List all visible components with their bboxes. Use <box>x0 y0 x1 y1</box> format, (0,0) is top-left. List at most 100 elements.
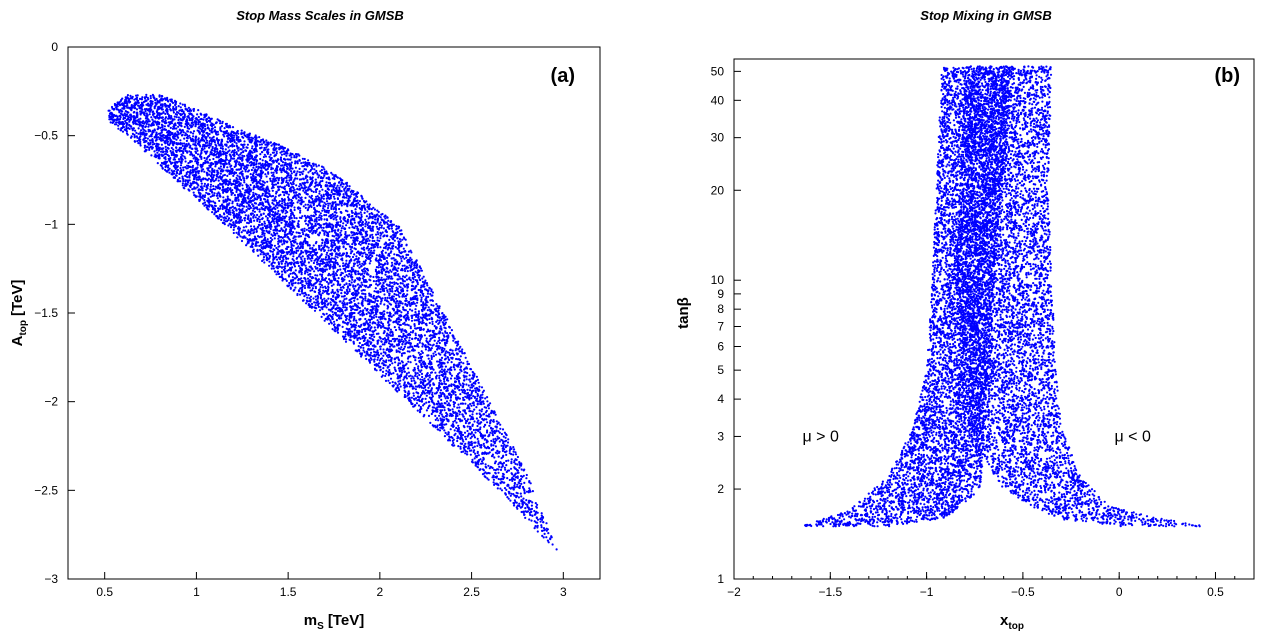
panel-a-point <box>173 156 176 159</box>
panel-a-point <box>423 413 426 417</box>
panel-a-point <box>320 168 323 172</box>
panel-a-point <box>398 382 401 385</box>
panel-a-point <box>261 151 264 154</box>
panel-a-point <box>475 397 479 400</box>
panel-a-point <box>246 196 249 199</box>
panel-a-point <box>302 178 305 181</box>
panel-a-point <box>497 471 500 474</box>
panel-a-point <box>496 435 499 438</box>
panel-a-point <box>375 315 378 318</box>
panel-a-point <box>426 373 429 376</box>
panel-a-point <box>241 184 244 187</box>
panel-a-point <box>307 171 310 174</box>
panel-a-point <box>243 181 246 184</box>
panel-a-point <box>318 218 321 221</box>
panel-a-point <box>314 224 317 227</box>
panel-a-point <box>378 258 381 261</box>
panel-a-point <box>317 176 320 179</box>
panel-a-point <box>493 468 496 471</box>
panel-a-point <box>351 278 354 281</box>
panel-a-point <box>202 118 205 121</box>
panel-a-point <box>325 253 328 256</box>
panel-a-point <box>456 365 460 368</box>
panel-a-point <box>439 391 442 394</box>
panel-a-point <box>516 492 519 495</box>
panel-a-point <box>358 220 362 223</box>
panel-a-point <box>397 358 400 361</box>
panel-a-point <box>280 150 284 153</box>
panel-a-point <box>151 143 154 146</box>
panel-a-point <box>316 173 319 176</box>
panel-a-point <box>429 383 432 386</box>
panel-a-point <box>160 147 163 150</box>
panel-a-point <box>169 126 172 129</box>
panel-a-point <box>437 400 440 403</box>
panel-a-point <box>473 396 477 399</box>
panel-a-point <box>300 186 303 189</box>
panel-a-point <box>388 317 391 320</box>
panel-a-point <box>418 341 421 344</box>
panel-a-point <box>203 147 206 150</box>
panel-a-point <box>428 308 431 311</box>
panel-a-point <box>307 186 310 189</box>
panel-a-point <box>292 259 295 262</box>
panel-a-point <box>303 191 306 194</box>
panel-a-point <box>271 234 274 237</box>
panel-a-point <box>194 117 197 120</box>
panel-a-point <box>439 389 443 392</box>
panel-a-point <box>312 261 315 265</box>
panel-a-point <box>449 399 452 402</box>
panel-a-point <box>222 199 225 202</box>
panel-a-point <box>206 123 209 127</box>
panel-a-point <box>451 349 454 352</box>
panel-a-point <box>293 208 296 212</box>
panel-a-point <box>515 485 519 488</box>
panel-a-point <box>365 350 369 353</box>
panel-a-point <box>139 138 142 141</box>
panel-a-point <box>472 404 476 407</box>
panel-a-point <box>293 216 296 219</box>
panel-a-point <box>379 348 382 351</box>
panel-a-point <box>368 333 371 336</box>
panel-a-point <box>432 368 435 371</box>
panel-a-point <box>208 146 211 149</box>
panel-a-point <box>272 255 275 258</box>
panel-a-point <box>253 219 256 222</box>
panel-a-point <box>270 267 273 270</box>
panel-a-point <box>435 342 438 345</box>
panel-a-point <box>373 326 376 329</box>
panel-a-point <box>468 393 471 397</box>
panel-a-point <box>232 228 235 231</box>
panel-a-point <box>311 219 314 222</box>
panel-a-point <box>243 131 246 134</box>
panel-a-point <box>318 248 321 251</box>
panel-a-point <box>515 501 518 504</box>
panel-a-point <box>330 189 333 192</box>
panel-a-point <box>262 256 266 259</box>
panel-a-point <box>316 223 319 226</box>
panel-a-point <box>531 514 534 517</box>
panel-a-point <box>243 140 246 143</box>
panel-a-point <box>530 510 533 513</box>
panel-a-point <box>249 232 252 235</box>
panel-a-point <box>148 135 151 138</box>
panel-a-point <box>456 358 460 361</box>
panel-a-point <box>360 330 364 334</box>
panel-a-point <box>408 385 411 388</box>
panel-a-point <box>456 342 459 345</box>
panel-a-point <box>355 321 358 324</box>
panel-a-point <box>533 527 536 530</box>
panel-a-point <box>298 185 301 188</box>
panel-a-point <box>404 395 407 398</box>
panel-a-point <box>364 297 367 300</box>
panel-a-point <box>272 248 275 251</box>
panel-a-point <box>361 227 364 230</box>
panel-a-point <box>332 313 335 316</box>
panel-a-point <box>416 372 419 375</box>
panel-a-point <box>445 411 448 415</box>
panel-a-point <box>486 404 489 407</box>
panel-a-point <box>283 193 286 197</box>
panel-a-point <box>414 359 417 362</box>
panel-a-point <box>469 453 472 456</box>
panel-a-point <box>296 201 299 204</box>
